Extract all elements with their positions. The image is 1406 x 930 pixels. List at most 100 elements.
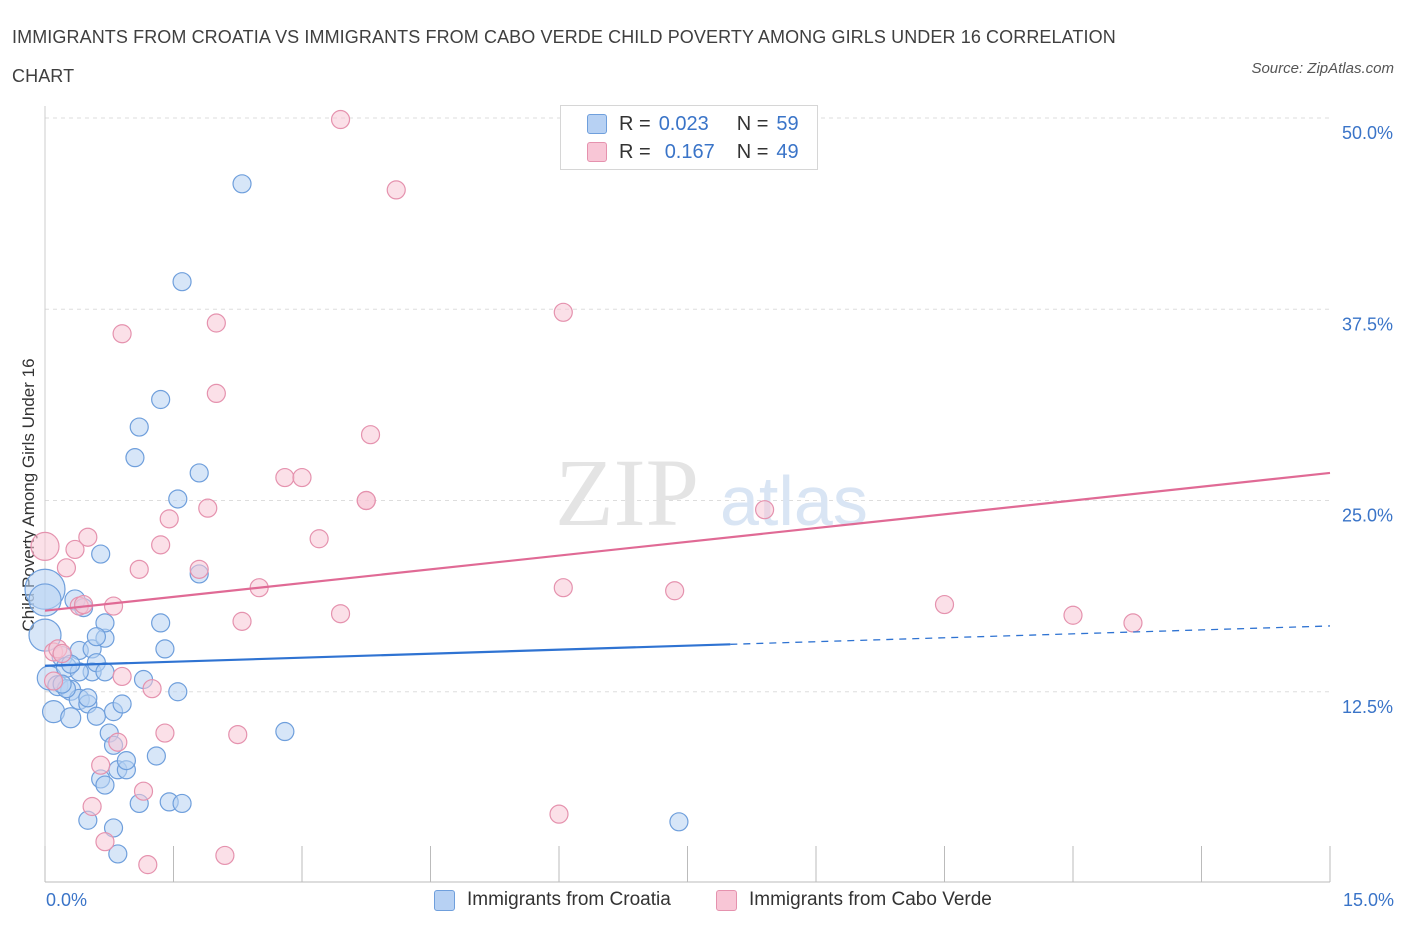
croatia-point-51	[275, 721, 295, 742]
caboverde-point-39	[553, 302, 573, 322]
croatia-swatch	[587, 114, 607, 134]
caboverde-point-32	[330, 604, 351, 624]
croatia-point-29	[103, 818, 124, 838]
caboverde-point-29	[275, 467, 295, 488]
croatia-r-value: 0.023	[658, 112, 709, 135]
caboverde-point-20	[159, 509, 179, 529]
caboverde-point-43	[934, 594, 955, 615]
croatia-point-45	[168, 489, 188, 509]
croatia-point-56	[86, 627, 107, 647]
caboverde-point-11	[108, 732, 128, 752]
caboverde-point-19	[155, 723, 175, 743]
croatia-point-48	[189, 463, 209, 483]
caboverde-point-48	[73, 594, 94, 615]
caboverde-point-24	[206, 313, 226, 333]
caboverde-point-41	[665, 581, 685, 601]
series-legend: Immigrants from Croatia Immigrants from …	[0, 889, 1406, 915]
croatia-trend-extension	[730, 625, 1331, 645]
croatia-r-label: R =	[619, 112, 651, 135]
y-tick-labels: 12.5% 25.0% 37.5% 50.0%	[1342, 123, 1393, 717]
caboverde-point-36	[360, 425, 381, 445]
croatia-point-30	[108, 844, 128, 864]
caboverde-r-value: 0.167	[664, 140, 715, 163]
trend-lines	[44, 471, 1331, 667]
caboverde-point-6	[78, 527, 98, 547]
legend-row-croatia: R = 0.023 N = 59	[587, 111, 799, 137]
caboverde-point-27	[232, 611, 252, 631]
caboverde-n-value: 49	[776, 140, 799, 163]
croatia-point-47	[172, 272, 192, 292]
caboverde-point-13	[112, 324, 132, 344]
croatia-point-58	[78, 688, 98, 708]
croatia-point-23	[95, 613, 115, 633]
caboverde-point-42	[754, 500, 775, 520]
chart-title: IMMIGRANTS FROM CROATIA VS IMMIGRANTS FR…	[12, 27, 1116, 86]
caboverde-point-18	[151, 535, 171, 555]
caboverde-point-40	[553, 578, 573, 598]
croatia-point-35	[125, 448, 145, 468]
croatia-point-40	[151, 613, 171, 633]
caboverde-point-26	[228, 724, 248, 745]
caboverde-swatch	[587, 142, 607, 162]
caboverde-point-17	[142, 679, 162, 699]
croatia-point-50	[232, 174, 252, 194]
caboverde-point-31	[309, 529, 329, 549]
watermark: ZIP atlas	[555, 439, 868, 546]
croatia-point-52	[669, 812, 689, 832]
y-tick-label-0: 12.5%	[1342, 697, 1393, 717]
croatia-point-46	[172, 793, 192, 814]
caboverde-point-10	[103, 596, 124, 616]
series-caboverde-points	[30, 109, 1143, 875]
y-tick-label-2: 37.5%	[1342, 314, 1393, 334]
caboverde-point-4	[65, 539, 85, 560]
legend-item-croatia[interactable]: Immigrants from Croatia	[434, 889, 671, 911]
caboverde-point-38	[549, 804, 569, 824]
caboverde-point-12	[112, 666, 132, 687]
caboverde-legend-label: Immigrants from Cabo Verde	[749, 889, 992, 910]
croatia-point-32	[112, 694, 132, 714]
croatia-trend-line	[44, 643, 731, 667]
y-tick-label-1: 25.0%	[1342, 506, 1393, 526]
croatia-point-1	[28, 583, 62, 617]
x-tick-label-min: 0.0%	[46, 890, 88, 910]
axes	[44, 106, 1331, 883]
croatia-point-25	[95, 775, 115, 795]
caboverde-point-46	[43, 671, 64, 691]
correlation-legend: R = 0.023 N = 59 R = 0.167 N = 49	[560, 105, 818, 170]
caboverde-point-9	[95, 832, 115, 852]
croatia-n-value: 59	[776, 112, 799, 135]
x-tick-label-max: 15.0%	[1342, 890, 1394, 910]
caboverde-point-45	[1123, 613, 1143, 633]
caboverde-legend-swatch	[716, 889, 737, 911]
legend-item-caboverde[interactable]: Immigrants from Cabo Verde	[716, 889, 992, 911]
watermark-atlas: atlas	[720, 462, 868, 540]
caboverde-point-0	[30, 531, 60, 562]
caboverde-point-8	[91, 755, 111, 775]
caboverde-point-25	[215, 845, 235, 866]
caboverde-point-23	[206, 383, 226, 403]
caboverde-r-label: R =	[619, 140, 651, 163]
source-credit: Source: ZipAtlas.com	[1251, 60, 1394, 77]
series-croatia-points	[24, 174, 689, 864]
caboverde-point-22	[198, 498, 218, 518]
croatia-point-24	[95, 662, 115, 682]
caboverde-point-47	[52, 643, 72, 664]
caboverde-n-label: N =	[736, 140, 769, 163]
caboverde-point-16	[138, 855, 158, 875]
legend-row-caboverde: R = 0.167 N = 49	[587, 139, 799, 165]
croatia-n-label: N =	[736, 112, 769, 135]
caboverde-point-7	[82, 796, 102, 817]
caboverde-point-35	[356, 490, 376, 511]
y-tick-label-3: 50.0%	[1342, 123, 1393, 143]
caboverde-point-33	[330, 109, 351, 130]
gridlines	[45, 117, 1330, 693]
caboverde-point-37	[386, 180, 406, 200]
caboverde-point-15	[133, 781, 154, 801]
caboverde-point-21	[189, 559, 209, 579]
croatia-point-39	[146, 746, 166, 766]
croatia-legend-label: Immigrants from Croatia	[467, 889, 671, 910]
croatia-point-34	[116, 750, 136, 771]
caboverde-point-30	[292, 467, 312, 488]
croatia-point-36	[129, 417, 149, 437]
